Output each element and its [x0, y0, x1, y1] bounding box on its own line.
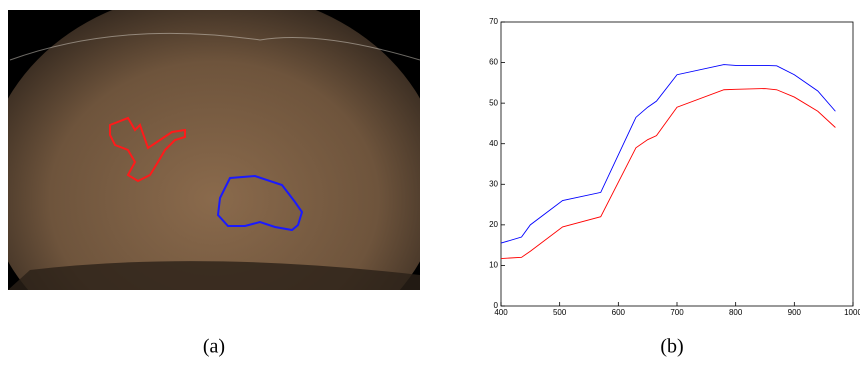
blue-contour [216, 174, 304, 232]
y-tick-label: 60 [489, 58, 498, 67]
caption: (b) [660, 336, 683, 358]
x-tick-label: 700 [670, 308, 684, 317]
x-tick-label: 500 [553, 308, 567, 317]
y-tick-label: 40 [489, 139, 498, 148]
y-tick-label: 10 [489, 261, 498, 270]
red-contour [109, 116, 186, 183]
plot-frame [500, 21, 854, 307]
skin-photo [8, 10, 420, 290]
line-series [500, 64, 836, 244]
y-tick-label: 70 [489, 17, 498, 26]
y-tick-label: 50 [489, 98, 498, 107]
line-series [500, 88, 836, 259]
y-tick-label: 0 [494, 301, 499, 310]
x-tick-label: 600 [612, 308, 626, 317]
x-tick-label: 1000 [844, 308, 860, 317]
caption: (a) [203, 336, 225, 358]
y-tick-label: 20 [489, 220, 498, 229]
y-tick-label: 30 [489, 179, 498, 188]
x-tick-label: 900 [788, 308, 802, 317]
x-tick-label: 400 [494, 308, 508, 317]
x-tick-label: 800 [729, 308, 743, 317]
